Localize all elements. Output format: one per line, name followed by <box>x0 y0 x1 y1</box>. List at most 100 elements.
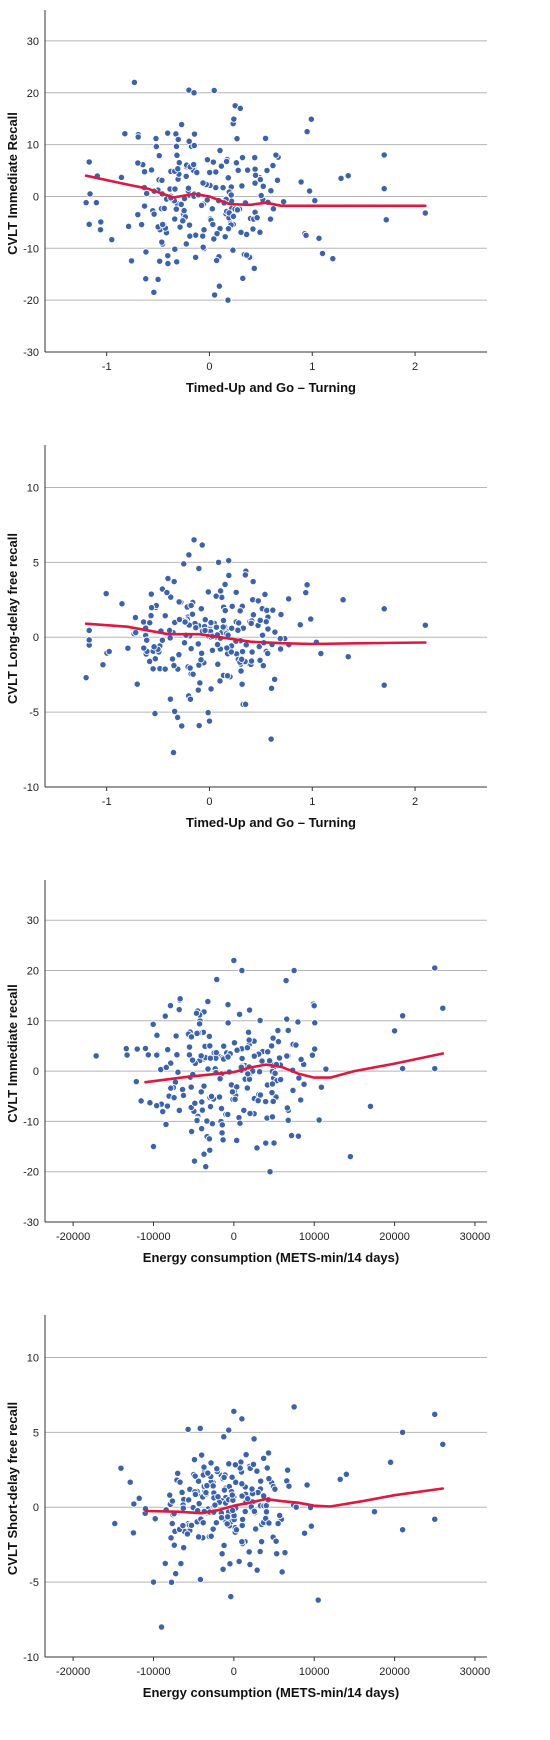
data-point <box>295 1074 303 1082</box>
data-point <box>264 1048 272 1056</box>
data-point <box>206 1054 215 1062</box>
data-point <box>161 1559 169 1568</box>
data-point <box>241 700 250 708</box>
y-tick-label: -30 <box>23 347 39 359</box>
data-point <box>256 1016 264 1025</box>
data-point <box>196 1424 204 1433</box>
y-tick-label: -10 <box>23 1652 39 1664</box>
y-tick-label: 0 <box>33 1502 39 1514</box>
data-point <box>205 1032 214 1040</box>
y-tick-label: -10 <box>23 1116 39 1128</box>
data-point <box>297 1096 305 1104</box>
data-point <box>269 205 278 213</box>
data-point <box>257 1477 265 1485</box>
data-point <box>175 158 183 167</box>
data-point <box>149 1142 158 1151</box>
data-point <box>210 86 218 95</box>
data-point <box>262 1139 270 1147</box>
data-point <box>216 146 224 155</box>
data-point <box>167 1059 175 1067</box>
data-point <box>172 1032 180 1040</box>
data-point <box>203 1482 211 1490</box>
data-point <box>170 577 178 586</box>
data-point <box>168 1519 176 1528</box>
data-point <box>86 190 94 198</box>
data-point <box>244 1070 252 1078</box>
data-point <box>149 1578 158 1586</box>
data-point <box>267 735 275 743</box>
data-point <box>199 1519 207 1527</box>
data-point <box>398 1012 407 1020</box>
data-point <box>275 1054 284 1062</box>
data-point <box>264 1449 273 1457</box>
data-point <box>176 1478 184 1486</box>
data-point <box>147 166 156 174</box>
data-point <box>256 1547 264 1556</box>
data-point <box>221 606 229 615</box>
data-point <box>207 1532 215 1540</box>
data-point <box>236 607 244 615</box>
data-point <box>256 175 264 184</box>
data-point <box>219 183 227 192</box>
data-point <box>242 1450 250 1459</box>
data-point <box>214 1493 222 1501</box>
data-point <box>311 196 319 205</box>
data-point <box>250 264 258 273</box>
data-point <box>149 1020 157 1028</box>
data-point <box>238 647 247 656</box>
data-point <box>233 1083 241 1091</box>
data-point <box>105 647 113 656</box>
data-point <box>265 1519 273 1527</box>
data-point <box>382 216 390 224</box>
data-point <box>315 1116 323 1124</box>
data-point <box>322 1065 330 1073</box>
data-point <box>132 1077 140 1086</box>
data-point <box>134 210 142 219</box>
data-point <box>229 212 238 221</box>
x-axis-label: Energy consumption (METS-min/14 days) <box>143 1685 399 1700</box>
data-point <box>166 1001 175 1010</box>
data-point <box>329 255 337 263</box>
data-point <box>187 1521 196 1529</box>
data-point <box>173 1051 181 1059</box>
data-point <box>92 199 101 207</box>
data-point <box>259 662 267 670</box>
data-point <box>265 1474 273 1483</box>
data-point <box>216 677 224 685</box>
data-point <box>277 610 285 619</box>
data-point <box>307 1522 316 1530</box>
data-point <box>213 1465 221 1473</box>
x-tick-label: -20000 <box>56 1231 90 1243</box>
data-point <box>144 1051 152 1059</box>
data-point <box>431 1064 439 1073</box>
data-point <box>193 1116 201 1125</box>
data-point <box>317 1083 326 1091</box>
data-point <box>238 655 246 663</box>
y-axis-label: CVLT Short-delay free recall <box>5 1402 20 1575</box>
data-point <box>194 1533 203 1541</box>
data-point <box>256 656 264 664</box>
y-tick-label: 0 <box>33 632 39 644</box>
data-point <box>230 1407 238 1416</box>
data-point <box>310 1002 318 1010</box>
data-point <box>215 282 224 290</box>
data-point <box>204 1065 212 1073</box>
data-point <box>233 135 241 143</box>
data-point <box>161 612 169 620</box>
data-point <box>218 1550 226 1558</box>
data-point <box>190 1157 199 1165</box>
fit-line <box>84 174 427 208</box>
data-point <box>180 560 188 568</box>
data-point <box>227 624 236 632</box>
data-point <box>165 626 174 635</box>
data-point <box>305 187 314 195</box>
data-point <box>202 1163 210 1171</box>
data-point <box>265 1057 274 1065</box>
data-point <box>164 574 172 583</box>
y-tick-label: 5 <box>33 557 39 569</box>
data-point <box>269 1034 277 1042</box>
x-tick-label: 10000 <box>299 1231 330 1243</box>
data-point <box>233 1046 241 1054</box>
data-point <box>256 228 264 236</box>
scatter-plot-energy-short-delay-recall: -10 -5 0 5 10 -20000 -10000 0 10000 20000 30000 Ene… <box>5 1315 490 1700</box>
